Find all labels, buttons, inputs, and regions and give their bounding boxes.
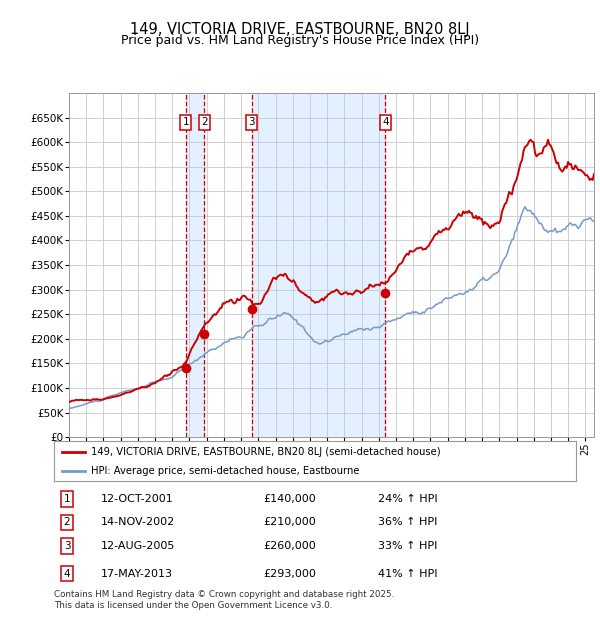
- Text: £140,000: £140,000: [263, 494, 316, 504]
- Text: 24% ↑ HPI: 24% ↑ HPI: [377, 494, 437, 504]
- Text: Contains HM Land Registry data © Crown copyright and database right 2025.
This d: Contains HM Land Registry data © Crown c…: [54, 590, 394, 609]
- Text: 33% ↑ HPI: 33% ↑ HPI: [377, 541, 437, 551]
- Text: 3: 3: [248, 117, 255, 127]
- Text: 4: 4: [64, 569, 70, 578]
- Text: £260,000: £260,000: [263, 541, 316, 551]
- Text: £293,000: £293,000: [263, 569, 316, 578]
- Text: 3: 3: [64, 541, 70, 551]
- Text: 12-OCT-2001: 12-OCT-2001: [101, 494, 174, 504]
- Text: HPI: Average price, semi-detached house, Eastbourne: HPI: Average price, semi-detached house,…: [91, 466, 359, 476]
- Text: 1: 1: [64, 494, 70, 504]
- Text: 149, VICTORIA DRIVE, EASTBOURNE, BN20 8LJ: 149, VICTORIA DRIVE, EASTBOURNE, BN20 8L…: [130, 22, 470, 37]
- Bar: [252, 93, 385, 437]
- Text: 17-MAY-2013: 17-MAY-2013: [101, 569, 173, 578]
- Text: £210,000: £210,000: [263, 518, 316, 528]
- Text: 14-NOV-2002: 14-NOV-2002: [101, 518, 175, 528]
- Text: 36% ↑ HPI: 36% ↑ HPI: [377, 518, 437, 528]
- Text: 41% ↑ HPI: 41% ↑ HPI: [377, 569, 437, 578]
- Text: 149, VICTORIA DRIVE, EASTBOURNE, BN20 8LJ (semi-detached house): 149, VICTORIA DRIVE, EASTBOURNE, BN20 8L…: [91, 448, 440, 458]
- Text: 2: 2: [201, 117, 208, 127]
- Text: 4: 4: [382, 117, 389, 127]
- Text: 12-AUG-2005: 12-AUG-2005: [101, 541, 175, 551]
- Text: 1: 1: [182, 117, 189, 127]
- Bar: [186, 93, 205, 437]
- Text: 2: 2: [64, 518, 70, 528]
- Text: Price paid vs. HM Land Registry's House Price Index (HPI): Price paid vs. HM Land Registry's House …: [121, 34, 479, 47]
